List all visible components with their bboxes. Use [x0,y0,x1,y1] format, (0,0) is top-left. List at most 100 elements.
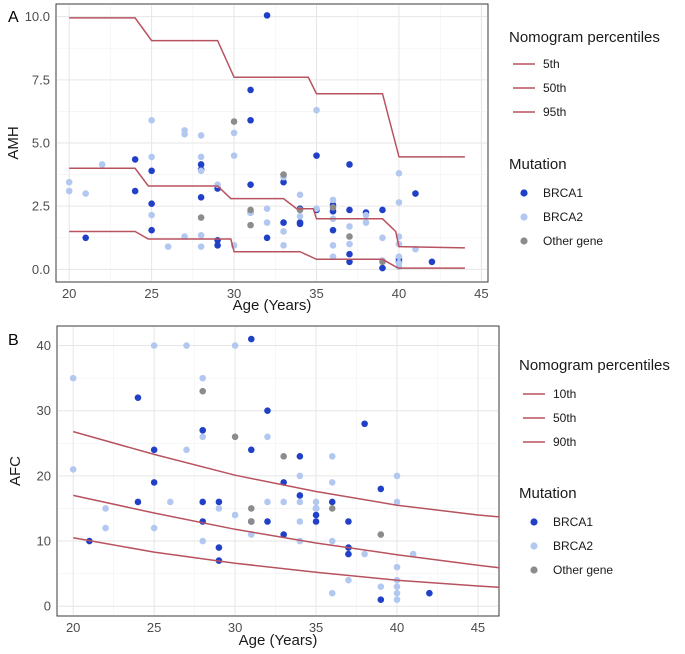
x-tick-label: 30 [227,286,241,301]
point-brca1 [280,219,287,226]
point-brca2 [329,253,337,261]
point-brca1 [312,511,320,519]
point-other-gene [231,433,239,441]
plot-border [55,3,489,283]
point-brca1 [134,394,142,401]
point-brca1 [214,242,221,249]
panel-tag: A [8,9,19,26]
point-brca1 [264,407,271,415]
point-brca1 [247,446,255,454]
point-brca2 [264,498,271,506]
x-tick-label: 40 [390,620,404,635]
point-brca2 [69,374,77,382]
panel-a: 20 25 30 35 40 45 0.0 2.5 5.0 7.5 10.0 Age (Years) A… [5,3,660,314]
legend: Nomogram percentiles 5th 50th 95th Mutation B… [509,29,660,248]
point-brca2 [197,153,205,161]
y-axis-title: AMH [5,126,22,159]
point-brca1 [361,420,368,428]
x-tick-label: 25 [144,286,158,301]
point-brca1 [148,200,155,207]
plot-panel [56,325,500,617]
point-brca2 [328,479,336,486]
point-brca2 [395,170,403,177]
point-brca1 [345,550,352,558]
legend-label: BRCA1 [543,186,583,200]
x-axis-title: Age (Years) [239,632,318,649]
point-brca1 [264,518,271,525]
point-brca1 [428,258,436,266]
x-tick-label: 35 [309,620,323,635]
point-brca1 [263,234,271,242]
point-brca1 [150,446,158,454]
point-brca1 [379,206,386,214]
point-brca2 [183,342,190,349]
point-brca2 [280,242,287,249]
point-brca1 [215,498,223,506]
point-brca2 [197,132,205,139]
point-brca2 [393,589,401,597]
x-tick-label: 35 [309,286,323,301]
legend-title-nomogram: Nomogram percentiles [519,357,670,374]
point-brca2 [263,205,271,213]
legend-label: Other gene [543,234,603,248]
point-brca2 [167,498,174,506]
point-brca2 [164,243,172,250]
plot-border [56,325,500,617]
y-tick-label: 10 [37,534,51,549]
point-brca1 [296,453,304,460]
point-brca2 [215,505,223,512]
point-other-gene [247,221,254,229]
legend-key-point [520,189,528,197]
gridlines [56,4,488,282]
legend-label: 95th [543,105,566,119]
legend-title-nomogram: Nomogram percentiles [509,29,660,46]
point-brca2 [393,498,401,506]
point-brca2 [199,537,207,545]
point-other-gene [346,233,353,240]
point-brca1 [247,86,254,94]
point-brca2 [328,453,336,460]
point-other-gene [280,171,287,178]
x-tick-label: 45 [474,286,488,301]
x-tick-label: 30 [228,620,242,635]
x-tick-label: 20 [66,620,80,635]
point-brca1 [131,156,139,163]
point-brca2 [329,196,337,204]
point-brca1 [296,220,304,228]
point-brca2 [150,524,158,532]
point-brca2 [280,228,287,235]
point-brca1 [247,116,254,124]
point-brca2 [395,253,403,261]
y-tick-label: 30 [37,403,51,418]
point-brca1 [426,589,433,597]
y-tick-label: 7.5 [32,72,50,87]
point-brca2 [148,153,155,161]
legend-label: 10th [553,387,576,401]
point-brca2 [346,223,353,230]
point-brca1 [148,167,155,175]
legend-key-point [520,213,528,221]
panel-b: 20 25 30 35 40 45 0 10 20 30 40 Age (Years) AFC B Nomo… [7,325,670,649]
point-brca2 [264,433,271,441]
legend-label: 50th [553,411,576,425]
point-brca2 [312,498,320,506]
nomogram-line-90th [72,430,500,518]
nomogram-lines [72,430,500,589]
point-brca2 [82,190,89,197]
point-other-gene [247,206,254,214]
point-brca1 [328,498,336,506]
point-brca1 [131,187,139,195]
point-brca2 [313,205,320,213]
point-brca1 [346,206,353,214]
panel-tag: B [8,332,19,349]
point-brca2 [362,211,370,219]
point-brca1 [313,152,320,159]
legend-key-point [530,566,538,574]
point-brca2 [328,589,336,597]
point-other-gene [197,214,205,221]
y-tick-label: 0 [44,599,51,614]
point-brca1 [280,178,287,186]
point-brca2 [296,191,304,199]
data-points [65,12,436,272]
nomogram-lines [69,17,465,269]
